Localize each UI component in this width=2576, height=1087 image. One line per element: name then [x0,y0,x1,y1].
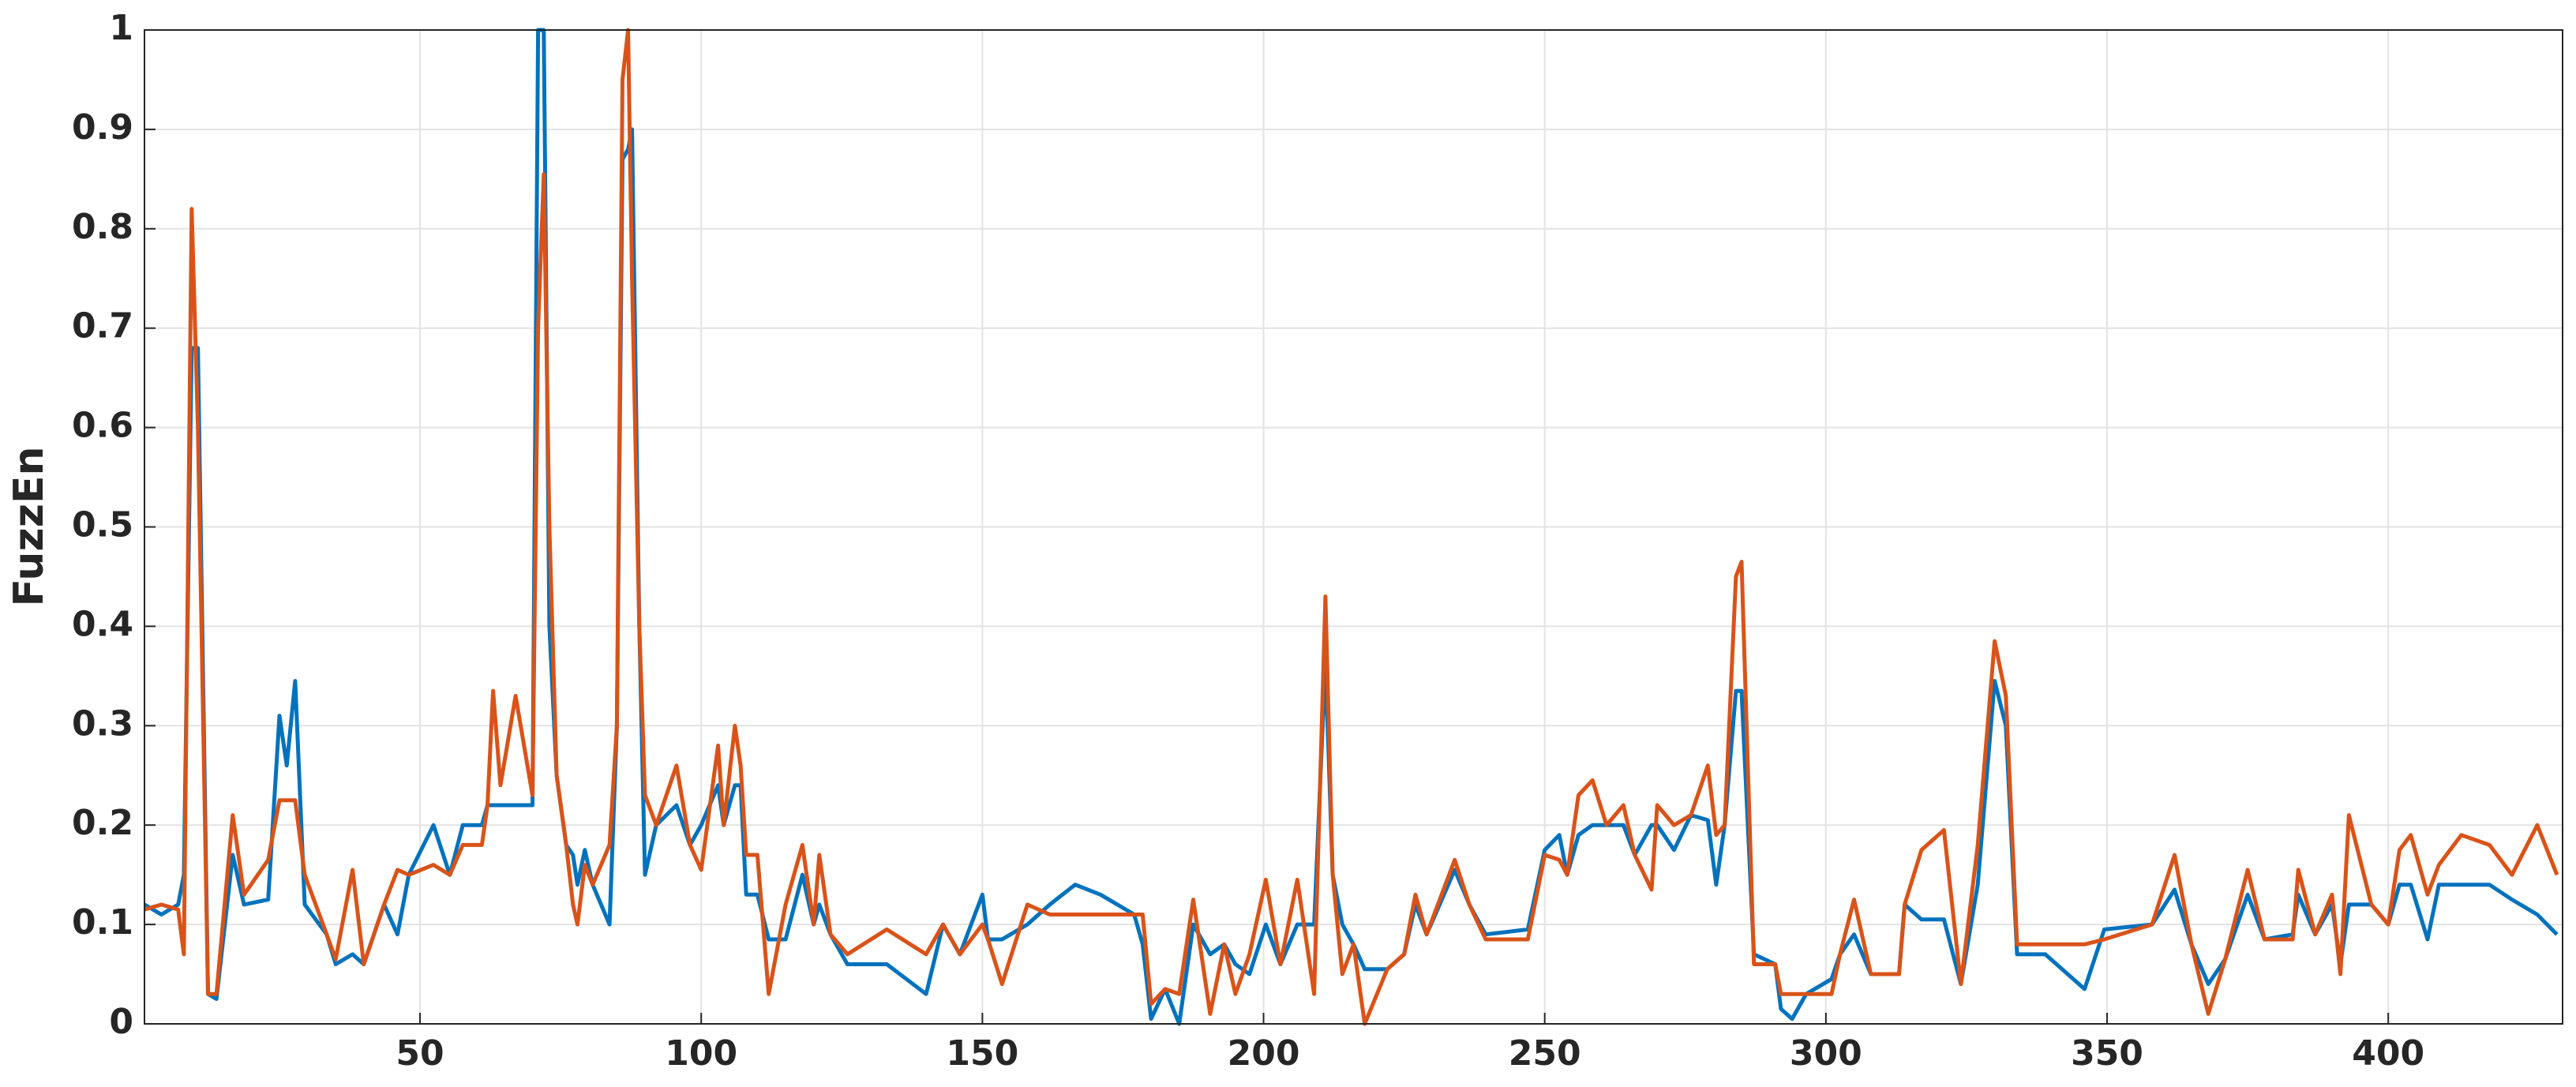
x-tick-label: 50 [396,1033,444,1074]
y-tick-label: 0 [109,1002,133,1042]
y-tick-label: 0.5 [72,505,133,545]
data-line [144,28,2559,1026]
x-tick-label: 150 [946,1033,1018,1074]
y-tick-label: 0.8 [72,207,133,247]
y-tick-label: 0.9 [72,107,133,148]
x-tick-label: 300 [1790,1033,1862,1074]
x-tick-label: 400 [2352,1033,2424,1074]
axes-box [144,29,2563,1025]
x-tick-label: 350 [2071,1033,2143,1074]
y-tick-label: 0.3 [72,703,133,744]
x-tick-label: 250 [1509,1033,1581,1074]
x-tick-label: 200 [1228,1033,1300,1074]
y-tick-label: 0.6 [72,406,133,446]
y-tick-label: 0.4 [72,604,133,644]
y-tick-label: 0.1 [72,902,133,943]
x-tick-label: 100 [665,1033,737,1074]
y-tick-label: 0.7 [72,306,133,347]
y-tick-label: 0.2 [72,803,133,843]
y-axis-label: FuzzEn [6,446,53,606]
y-tick-label: 1 [109,8,133,48]
